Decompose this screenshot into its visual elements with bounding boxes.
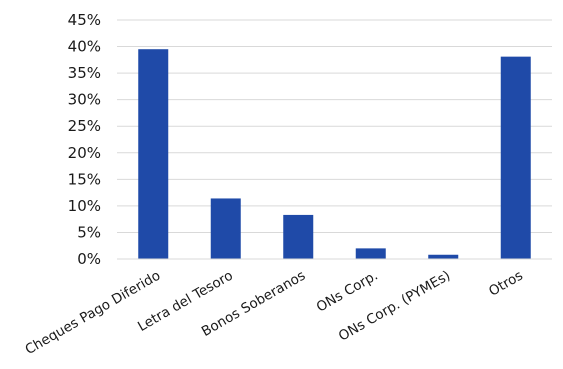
bar <box>138 49 169 259</box>
y-tick-label: 20% <box>68 144 101 162</box>
bar <box>500 56 531 259</box>
bars <box>138 49 531 259</box>
y-tick-label: 40% <box>68 38 101 56</box>
y-tick-label: 0% <box>77 250 101 268</box>
y-tick-label: 30% <box>68 91 101 109</box>
x-tick-label: Otros <box>486 268 526 300</box>
x-tick-label: Cheques Pago Diferido <box>22 268 163 359</box>
y-tick-label: 35% <box>68 64 101 82</box>
bar <box>428 254 459 259</box>
x-tick-label: ONs Corp. <box>314 268 381 316</box>
y-tick-label: 15% <box>68 170 101 188</box>
y-tick-label: 45% <box>68 11 101 29</box>
bar <box>210 198 241 259</box>
y-axis-ticks: 0% 5% 10% 15% 20% 25% 30% 35% 40% 45% <box>68 11 101 268</box>
y-tick-label: 25% <box>68 117 101 135</box>
bar <box>355 248 386 259</box>
y-tick-label: 10% <box>68 197 101 215</box>
bar <box>283 214 314 259</box>
y-tick-label: 5% <box>77 223 101 241</box>
grid-lines <box>117 19 552 233</box>
